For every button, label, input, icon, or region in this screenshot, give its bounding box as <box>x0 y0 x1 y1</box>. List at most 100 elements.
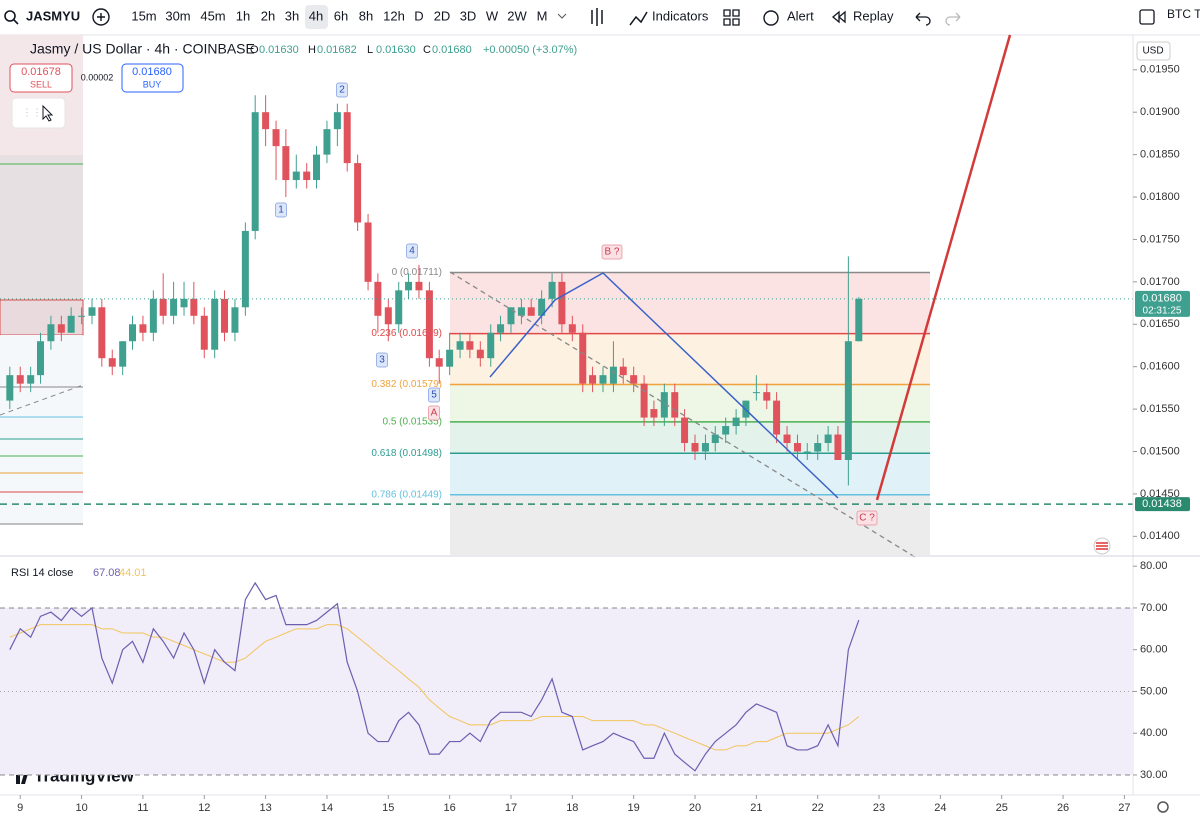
interval[interactable]: 1h <box>236 8 250 23</box>
wave-label-box <box>601 244 623 260</box>
candle-body <box>630 375 638 384</box>
alert-price-label: 0.01438 <box>1142 498 1182 510</box>
interval[interactable]: 12h <box>383 8 405 23</box>
x-tick-label: 26 <box>1057 802 1069 814</box>
redo-button[interactable] <box>945 12 961 26</box>
candle-body <box>159 298 167 316</box>
fib-zone <box>450 384 930 422</box>
interval[interactable]: 2D <box>434 8 451 23</box>
y-tick-label: 0.01500 <box>1140 445 1180 457</box>
candle-body <box>149 298 157 333</box>
candle-body <box>282 146 290 181</box>
candle-body <box>303 171 311 181</box>
projection-line[interactable] <box>875 34 1012 501</box>
candle-body <box>211 298 219 350</box>
interval[interactable]: 6h <box>334 8 348 23</box>
search-icon[interactable] <box>4 10 16 22</box>
candle-body <box>446 349 454 367</box>
candle-body <box>517 307 525 316</box>
spread: 0.00002 <box>81 72 114 82</box>
candle-body <box>548 281 556 299</box>
y-tick-label: 0.01700 <box>1140 276 1180 288</box>
y-tick-label: 0.01400 <box>1140 530 1180 542</box>
rsi-y-tick-label: 40.00 <box>1140 727 1168 739</box>
chart-type-button[interactable] <box>591 8 603 26</box>
drawing-toolbar <box>11 97 66 129</box>
fib-zone <box>450 453 930 495</box>
interval[interactable]: 3h <box>285 8 299 23</box>
currency-box[interactable] <box>1136 41 1171 61</box>
y-tick-label: 0.01750 <box>1140 233 1180 245</box>
toolbar-item[interactable]: BTC T <box>1167 7 1200 21</box>
interval[interactable]: 45m <box>200 8 225 23</box>
cursor-tool[interactable] <box>42 104 54 122</box>
replay-button[interactable]: Replay <box>853 8 894 23</box>
candle-body <box>6 375 14 401</box>
y-tick-label: 0.01850 <box>1140 149 1180 161</box>
compare-icon <box>97 13 105 21</box>
interval[interactable]: M <box>537 8 548 23</box>
interval[interactable]: 30m <box>165 8 190 23</box>
buy-label: BUY <box>143 79 162 89</box>
undo-button[interactable] <box>915 12 931 26</box>
candle-body <box>313 154 321 181</box>
buy-button[interactable] <box>121 63 184 93</box>
candle-body <box>435 358 443 367</box>
interval[interactable]: W <box>486 8 499 23</box>
interval[interactable]: 2h <box>261 8 275 23</box>
symbol[interactable]: JASMYU <box>26 8 80 23</box>
fib-zone <box>450 421 930 454</box>
candle-body <box>384 307 392 325</box>
candle-body <box>119 341 127 367</box>
abc-pattern[interactable] <box>489 272 839 499</box>
wave-label: A <box>431 408 438 419</box>
trend-line[interactable] <box>449 271 916 558</box>
interval[interactable]: 8h <box>359 8 373 23</box>
interval[interactable]: 3D <box>460 8 477 23</box>
rsi-line <box>9 581 860 772</box>
y-tick-label: 0.01550 <box>1140 403 1180 415</box>
candle-body <box>47 324 55 342</box>
x-tick-label: 20 <box>689 802 701 814</box>
indicators-icon <box>629 11 648 26</box>
x-tick-label: 19 <box>628 802 640 814</box>
interval[interactable]: D <box>414 8 423 23</box>
settings-button[interactable] <box>1157 801 1169 813</box>
sell-button[interactable] <box>9 63 73 93</box>
templates-button[interactable] <box>723 9 740 26</box>
candle-body <box>701 443 709 452</box>
candle-body <box>323 129 331 155</box>
candle-body <box>78 315 86 317</box>
sell-label: SELL <box>30 79 52 89</box>
x-tick-label: 18 <box>566 802 578 814</box>
drawings <box>0 34 1012 558</box>
drag-handle[interactable]: ⋮⋮ <box>22 108 42 119</box>
candle-body <box>333 112 341 130</box>
candle-body <box>364 222 372 282</box>
interval-dropdown[interactable] <box>557 13 567 19</box>
alert-button[interactable]: Alert <box>787 8 814 23</box>
interval[interactable]: 2W <box>507 8 527 23</box>
candle-body <box>343 112 351 164</box>
wave-label-box <box>376 352 388 368</box>
candle-body <box>251 112 259 231</box>
candle-body <box>579 332 587 384</box>
candle-body <box>527 307 535 316</box>
compare-button[interactable] <box>92 8 110 26</box>
candle-body <box>558 281 566 325</box>
rsi-band <box>0 607 1133 775</box>
fib-label: 0.236 (0.01639) <box>371 328 442 339</box>
trend-line[interactable] <box>0 384 84 416</box>
interval[interactable]: 4h <box>309 8 323 23</box>
rsi-y-tick-label: 30.00 <box>1140 769 1168 781</box>
wave-label: B ? <box>604 247 619 258</box>
bar-countdown: 02:31:25 <box>1143 305 1182 316</box>
indicators-button[interactable]: Indicators <box>652 8 709 23</box>
layout-button[interactable] <box>1139 9 1155 25</box>
candle-body <box>354 163 362 223</box>
replay-icon <box>831 10 846 24</box>
wave-label: 3 <box>379 355 385 366</box>
flag-icon <box>1096 542 1108 550</box>
wave-label: 2 <box>339 85 345 96</box>
interval[interactable]: 15m <box>131 8 156 23</box>
